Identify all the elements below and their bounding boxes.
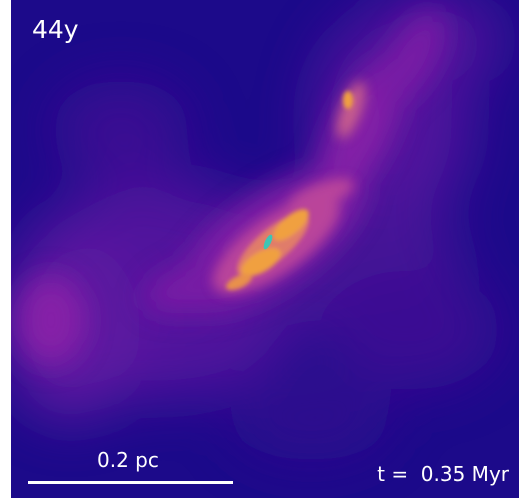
scale-bar-label: 0.2 pc [97, 448, 159, 472]
density-projection-image: 44y 0.2 pc t = 0.35 Myr [11, 0, 519, 498]
simulation-label: 44y [32, 15, 79, 44]
density-peak [263, 234, 273, 250]
gas-density-map [11, 0, 519, 498]
time-label: t = 0.35 Myr [377, 462, 509, 486]
scale-bar [28, 481, 233, 484]
